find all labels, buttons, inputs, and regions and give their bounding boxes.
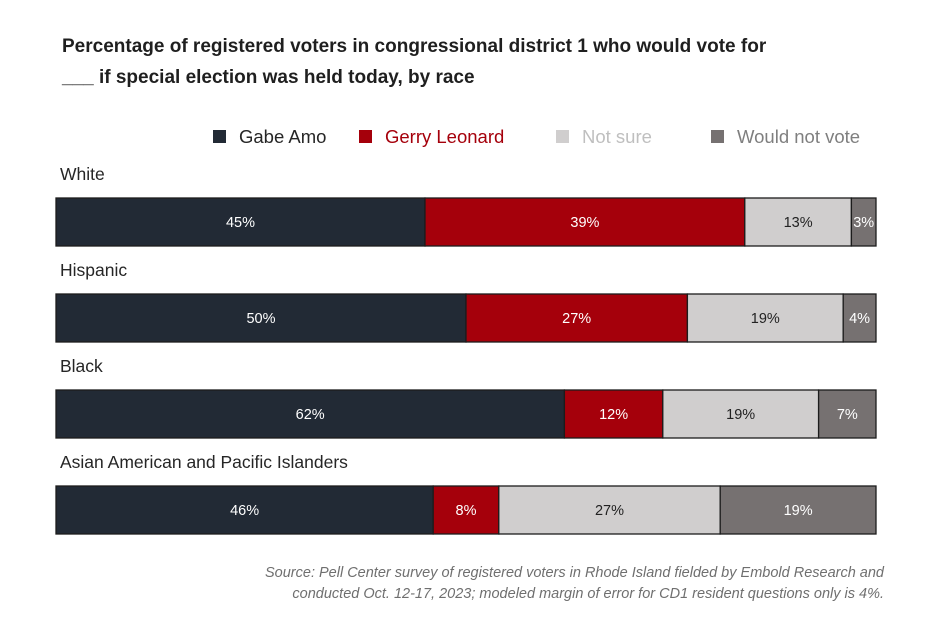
legend-swatch-3 (556, 130, 569, 143)
data-label-4-3: 27% (595, 503, 624, 519)
source-line-1: Source: Pell Center survey of registered… (265, 565, 884, 581)
bar-segment-3-4 (817, 389, 877, 439)
data-label-3-4: 7% (837, 407, 858, 423)
chart-title: Percentage of registered voters in congr… (62, 31, 882, 93)
data-label-3-1: 62% (296, 407, 325, 423)
data-label-4-4: 19% (784, 503, 813, 519)
legend-label-1: Gabe Amo (239, 126, 326, 147)
source-line-2: conducted Oct. 12-17, 2023; modeled marg… (292, 586, 884, 602)
legend-swatch-1 (213, 130, 226, 143)
data-label-4-1: 46% (230, 503, 259, 519)
category-label-2: Hispanic (60, 260, 127, 280)
bar-segment-3-3 (662, 389, 820, 439)
bar-segment-4-4 (719, 485, 877, 535)
bar-segment-1-3 (744, 197, 853, 247)
category-label-1: White (60, 164, 105, 184)
data-label-1-4: 3% (853, 215, 874, 231)
legend-swatch-4 (711, 130, 724, 143)
data-label-3-2: 12% (599, 407, 628, 423)
legend-swatch-2 (359, 130, 372, 143)
bar-segment-3-1 (55, 389, 566, 439)
category-label-3: Black (60, 356, 103, 376)
bar-segment-4-3 (498, 485, 721, 535)
data-label-2-3: 19% (751, 311, 780, 327)
bar-segment-2-1 (55, 293, 467, 343)
data-label-4-2: 8% (456, 503, 477, 519)
source-note: Source: Pell Center survey of registered… (124, 563, 884, 605)
bar-segment-4-1 (55, 485, 434, 535)
category-label-4: Asian American and Pacific Islanders (60, 452, 348, 472)
legend-label-2: Gerry Leonard (385, 126, 504, 147)
chart-title-line-1: Percentage of registered voters in congr… (62, 36, 767, 57)
data-label-1-1: 45% (226, 215, 255, 231)
bar-segment-1-1 (55, 197, 426, 247)
bar-segment-2-4 (842, 293, 877, 343)
data-label-3-3: 19% (726, 407, 755, 423)
data-label-1-3: 13% (784, 215, 813, 231)
bar-segment-1-4 (850, 197, 877, 247)
data-label-2-4: 4% (849, 311, 870, 327)
bar-segment-2-2 (465, 293, 689, 343)
legend-label-3: Not sure (582, 126, 652, 147)
chart-title-line-2: ___ if special election was held today, … (62, 67, 475, 88)
data-label-2-1: 50% (246, 311, 275, 327)
legend-label-4: Would not vote (737, 126, 860, 147)
bar-segment-2-3 (686, 293, 844, 343)
data-label-2-2: 27% (562, 311, 591, 327)
data-label-1-2: 39% (570, 215, 599, 231)
